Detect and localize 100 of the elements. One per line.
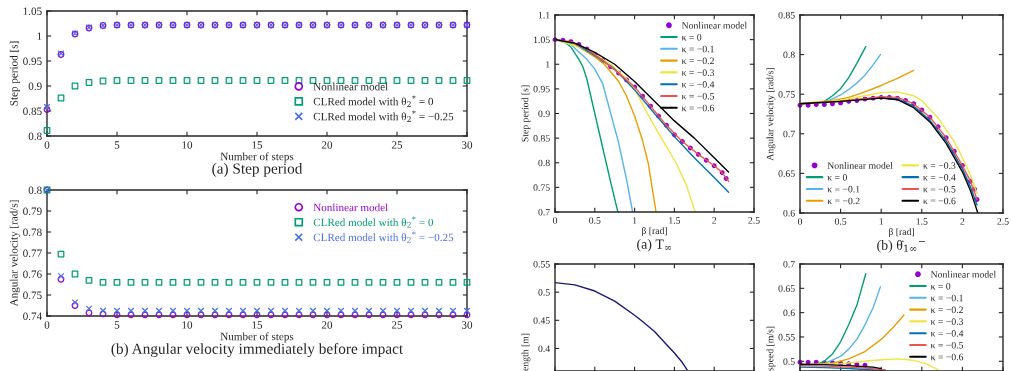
y-tick-label: 0.74 <box>23 312 42 321</box>
x-tick-label: 2.5 <box>997 218 1009 225</box>
y-axis-title: Step period [s] <box>521 85 531 142</box>
legend-label: κ = −0.1 <box>827 185 860 193</box>
x-tick-label: 25 <box>391 321 403 329</box>
y-tick-label: 0.85 <box>23 107 42 116</box>
y-tick-label: 1 <box>546 61 550 68</box>
y-tick-label: 0.95 <box>23 57 42 66</box>
text: (a) Step period <box>212 163 303 177</box>
y-tick-label: 0.45 <box>533 317 550 324</box>
y-tick-label: 0.5 <box>783 358 795 365</box>
x-axis-title: β [rad] <box>641 227 667 236</box>
y-tick-label: 0.77 <box>23 249 42 258</box>
legend-label: Nonlinear model <box>827 162 893 169</box>
x-tick-label: 10 <box>182 321 193 329</box>
x-axis-title: Number of steps <box>220 332 294 343</box>
y-tick-label: 0.65 <box>778 285 795 292</box>
y-tick-label: 0.8 <box>28 186 42 195</box>
y-tick-label: 0.5 <box>538 289 550 296</box>
x-tick-label: 0 <box>552 217 558 224</box>
x-axis-title: Number of steps <box>220 152 294 163</box>
y-tick-label: 0.75 <box>778 91 795 98</box>
legend-label: κ = −0.4 <box>923 174 956 181</box>
legend-label: CLRed model with θ$_{2}$$^{*}$ = −0.25 <box>313 110 454 122</box>
legend-label: κ = −0.5 <box>681 92 715 100</box>
x-tick-label: 10 <box>182 141 193 149</box>
legend-label: κ = −0.6 <box>681 104 715 112</box>
x-tick-label: 1 <box>879 218 884 225</box>
legend-label: κ = 0 <box>681 33 702 41</box>
text: CLRed model with θ$_{2}$$^{*}$ = 0 <box>313 216 434 228</box>
y-tick-label: 1.1 <box>538 11 550 19</box>
legend-label: κ = −0.5 <box>930 341 964 349</box>
x-tick-label: 30 <box>461 141 473 149</box>
x-tick-label: 0 <box>797 218 803 225</box>
legend-label: Nonlinear model <box>930 270 996 278</box>
y-tick-label: 0.79 <box>23 207 42 216</box>
x-tick-label: 5 <box>114 321 120 329</box>
x-tick-label: 1.5 <box>916 218 928 225</box>
y-tick-label: 0.8 <box>538 159 550 167</box>
x-tick-label: 25 <box>391 141 403 149</box>
y-tick-label: 0.55 <box>533 260 550 268</box>
y-tick-label: 1.05 <box>23 7 42 16</box>
legend-label: κ = 0 <box>930 282 951 290</box>
text: Nonlinear model <box>313 203 388 212</box>
x-tick-label: 0 <box>44 321 50 329</box>
x-tick-label: 20 <box>321 141 333 149</box>
y-tick-label: 0.75 <box>23 291 42 300</box>
y-axis-title: Step period [s] <box>9 41 20 106</box>
legend-label: κ = −0.2 <box>681 57 714 65</box>
x-tick-label: 2.5 <box>748 217 760 224</box>
legend-label: Nonlinear model <box>681 21 747 29</box>
y-axis-title: speed [m/s] <box>766 326 776 371</box>
y-tick-label: 0.65 <box>778 170 795 177</box>
y-tick-label: 1.05 <box>533 36 550 44</box>
legend-label: κ = −0.4 <box>681 81 715 88</box>
x-tick-label: 2 <box>712 217 717 224</box>
legend-label: κ = −0.2 <box>930 306 963 314</box>
y-tick-label: 0.7 <box>783 130 795 138</box>
y-axis-title: Angular velocity [rad/s] <box>766 68 776 161</box>
text: (b) Angular velocity immediately before impact <box>111 343 404 358</box>
x-tick-label: 15 <box>252 321 263 329</box>
legend-label: κ = −0.3 <box>930 318 964 325</box>
legend-label: κ = −0.1 <box>681 45 714 53</box>
legend-label: κ = −0.6 <box>923 197 956 205</box>
x-tick-label: 0 <box>44 141 50 149</box>
y-axis-title: Angular velocity [rad/s] <box>9 200 20 307</box>
y-axis-title: ength [m] <box>521 333 531 371</box>
x-axis-title: β [rad] <box>888 228 914 237</box>
y-tick-label: 0.4 <box>538 345 550 352</box>
y-tick-label: 0.75 <box>533 184 550 191</box>
y-tick-label: 0.85 <box>533 135 550 142</box>
legend-label: κ = −0.3 <box>681 69 715 76</box>
legend-label: CLRed model with θ$_{2}$$^{*}$ = −0.25 <box>313 231 454 243</box>
y-tick-label: 0.6 <box>783 309 795 317</box>
y-tick-label: 0.9 <box>28 82 42 91</box>
x-tick-label: 2 <box>960 218 965 225</box>
y-tick-label: 0.7 <box>538 208 550 216</box>
y-tick-label: 0.9 <box>538 110 550 118</box>
legend-label: κ = −0.5 <box>923 185 956 193</box>
y-tick-label: 0.6 <box>783 209 795 217</box>
x-tick-label: 1 <box>633 217 637 224</box>
legend-label: κ = −0.2 <box>827 197 860 205</box>
legend-label: CLRed model with θ$_{2}$$^{*}$ = 0 <box>313 95 434 107</box>
y-tick-label: 0.8 <box>783 51 795 59</box>
x-tick-label: 15 <box>252 141 263 149</box>
x-tick-label: 5 <box>114 141 120 149</box>
text: (b) θ̇$_{1∞}$$^{−}$ <box>877 240 925 253</box>
legend-label: κ = −0.4 <box>930 330 964 337</box>
legend-label: Nonlinear model <box>313 82 388 91</box>
x-tick-label: 30 <box>461 321 473 329</box>
x-tick-label: 0.5 <box>589 217 601 224</box>
text: (a) T$_{∞}$ <box>637 239 672 252</box>
y-tick-label: 0.55 <box>778 333 795 341</box>
y-tick-label: 0.7 <box>783 260 795 268</box>
y-tick-label: 0.85 <box>778 11 795 19</box>
x-tick-label: 1.5 <box>669 217 681 224</box>
legend-label: κ = −0.1 <box>930 294 963 302</box>
y-tick-label: 0.95 <box>533 85 550 93</box>
y-tick-label: 1 <box>37 32 42 40</box>
x-tick-label: 20 <box>321 321 333 329</box>
